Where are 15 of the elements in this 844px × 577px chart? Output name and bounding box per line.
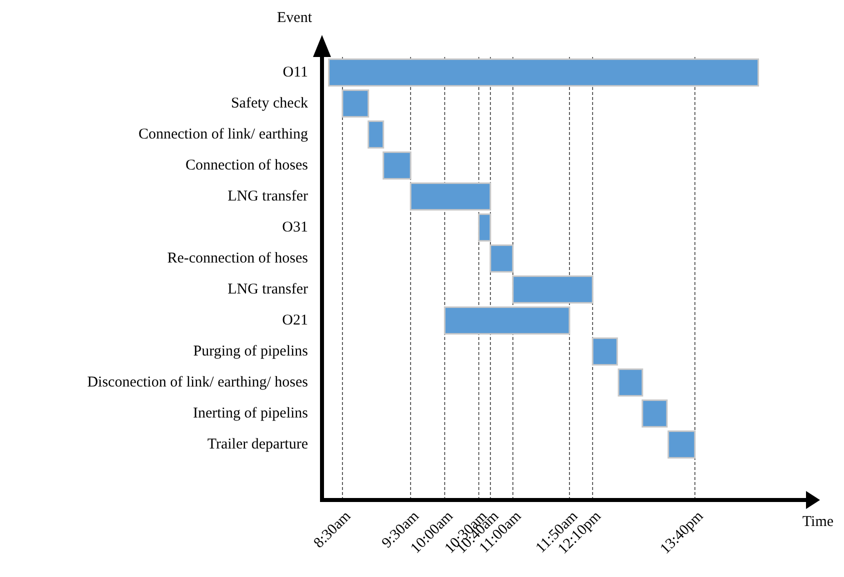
y-tick-label: Connection of hoses — [186, 158, 308, 174]
y-tick-label: Inerting of pipelins — [193, 406, 308, 422]
y-tick-label: LNG transfer — [228, 282, 308, 298]
y-axis-title: Event — [277, 10, 313, 26]
y-tick-label: Trailer departure — [207, 436, 308, 452]
y-tick-label: O11 — [282, 64, 308, 80]
y-tick-label: Connection of link/ earthing — [138, 126, 308, 142]
y-tick-label: Disconection of link/ earthing/ hoses — [87, 374, 308, 390]
y-tick-label: Re-connection of hoses — [167, 250, 308, 266]
y-tick-label: Safety check — [230, 96, 308, 112]
y-tick-label: O31 — [282, 220, 308, 236]
y-tick-label: LNG transfer — [228, 188, 308, 204]
y-tick-label: O21 — [282, 312, 308, 328]
x-axis-title: Time — [802, 514, 834, 530]
y-tick-label: Purging of pipelins — [193, 344, 308, 360]
